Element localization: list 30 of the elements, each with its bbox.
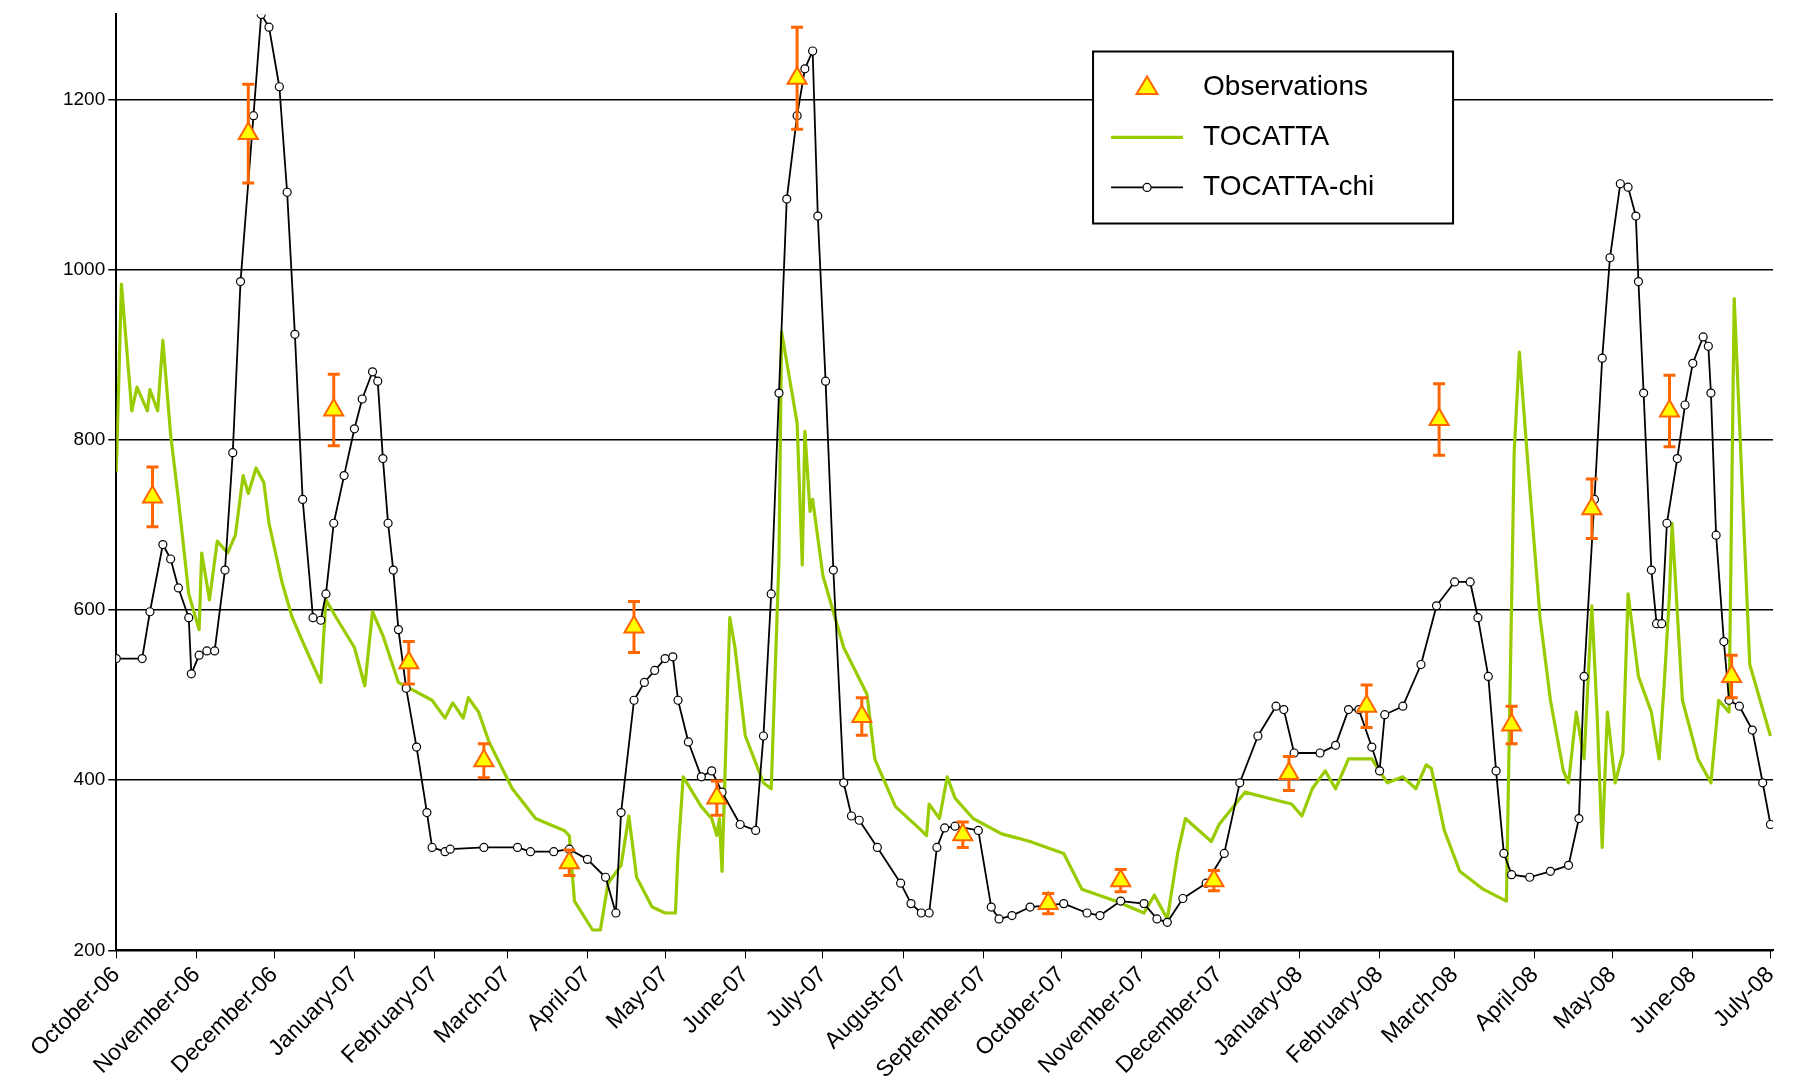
point (786, 66, 808, 85)
point (237, 121, 259, 141)
y-tick-label: 1200 (62, 87, 106, 109)
point (473, 748, 495, 768)
point (851, 704, 873, 723)
point (1110, 868, 1132, 888)
legend-label: Observations (1203, 70, 1369, 102)
legend-label: TOCATTA (1203, 120, 1330, 152)
point (952, 822, 974, 842)
point (1356, 694, 1378, 713)
point (623, 615, 645, 634)
y-tick-label: 600 (73, 598, 106, 620)
legend-label: TOCATTA-chi (1203, 170, 1375, 202)
point (1037, 891, 1059, 911)
y-tick-label: 400 (73, 768, 106, 790)
point (1428, 407, 1450, 426)
point (1203, 868, 1225, 888)
point (398, 650, 420, 670)
point (141, 484, 164, 504)
y-tick-label: 200 (73, 938, 106, 960)
point (706, 786, 728, 805)
y-tick-label: 800 (73, 428, 106, 450)
y-tick-label: 1000 (62, 257, 106, 279)
point (1581, 496, 1603, 516)
point (1658, 398, 1681, 418)
point (323, 398, 345, 417)
point (1721, 664, 1743, 683)
point (1501, 712, 1523, 732)
point (1278, 761, 1300, 780)
point (558, 850, 580, 870)
